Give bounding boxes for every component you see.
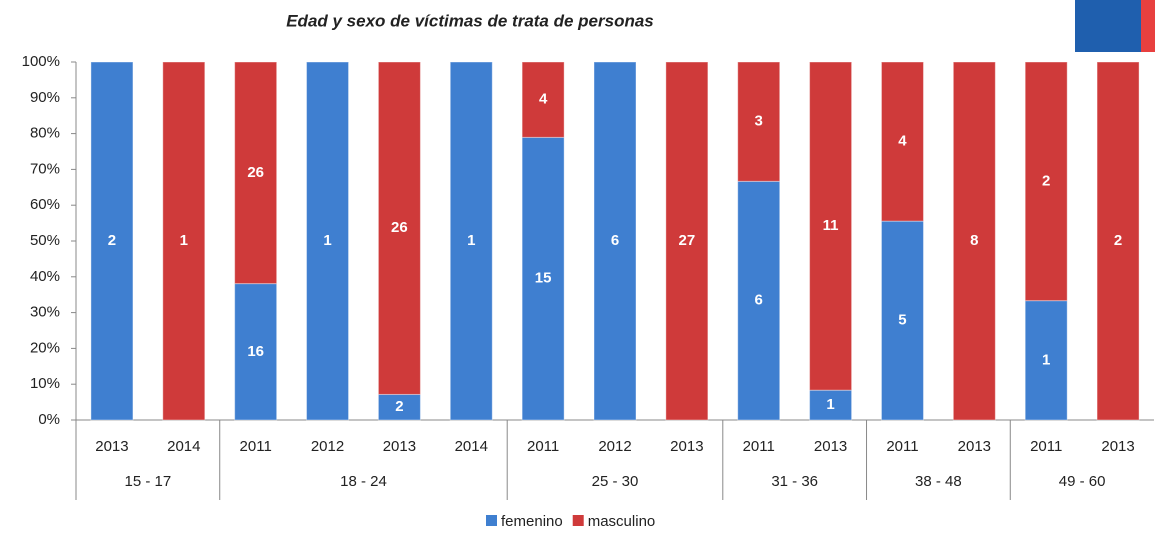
value-label: 1 [467, 232, 475, 249]
y-tick-label: 30% [30, 304, 60, 321]
bar-segment [234, 283, 278, 421]
x-tick-label: 2011 [527, 438, 559, 455]
group-label: 38 - 48 [915, 473, 962, 490]
x-tick-label: 2014 [167, 438, 200, 455]
bar-segment [593, 61, 637, 421]
value-label: 2 [395, 398, 403, 415]
bar-segment [809, 389, 853, 421]
value-label: 6 [755, 292, 763, 309]
x-tick-label: 2014 [455, 438, 488, 455]
logo-red [1141, 0, 1155, 52]
legend-label: masculino [588, 513, 656, 530]
bar-segment [1096, 61, 1140, 421]
y-tick-label: 60% [30, 196, 60, 213]
x-tick-label: 2012 [598, 438, 631, 455]
chart-title: Edad y sexo de víctimas de trata de pers… [286, 11, 654, 30]
x-tick-label: 2012 [311, 438, 344, 455]
bar-segment [880, 61, 924, 222]
bar-segment [521, 136, 565, 421]
bar-segment [737, 61, 781, 182]
x-tick-label: 2011 [743, 438, 775, 455]
logo-blue [1075, 0, 1141, 52]
bar-segment [90, 61, 134, 421]
value-label: 1 [1042, 351, 1050, 368]
bar-segment [162, 61, 206, 421]
group-label: 49 - 60 [1059, 473, 1106, 490]
bar-segment [880, 220, 924, 421]
x-tick-label: 2013 [670, 438, 703, 455]
y-tick-label: 80% [30, 125, 60, 142]
value-label: 3 [755, 113, 763, 130]
y-tick-label: 20% [30, 339, 60, 356]
value-label: 6 [611, 232, 619, 249]
value-label: 16 [247, 343, 264, 360]
bar-segment [1024, 61, 1068, 302]
value-label: 1 [180, 232, 188, 249]
bar-segment [809, 61, 853, 391]
group-label: 15 - 17 [125, 473, 172, 490]
y-tick-label: 100% [22, 53, 60, 70]
x-tick-label: 2011 [1030, 438, 1062, 455]
value-label: 4 [539, 91, 548, 108]
bar-segment [952, 61, 996, 421]
value-label: 1 [826, 396, 834, 413]
value-label: 27 [679, 232, 696, 249]
legend-swatch [572, 515, 584, 526]
group-label: 18 - 24 [340, 473, 387, 490]
x-tick-label: 2013 [95, 438, 128, 455]
y-tick-label: 0% [38, 411, 60, 428]
y-tick-label: 90% [30, 89, 60, 106]
x-tick-label: 2011 [886, 438, 918, 455]
legend-swatch [486, 515, 497, 526]
value-label: 5 [898, 312, 906, 329]
group-label: 25 - 30 [592, 473, 639, 490]
y-tick-label: 10% [30, 375, 60, 392]
value-label: 4 [898, 133, 907, 150]
x-tick-label: 2013 [814, 438, 847, 455]
bar-segment [377, 393, 421, 421]
value-label: 26 [247, 164, 264, 181]
value-label: 8 [970, 232, 978, 249]
value-label: 1 [323, 232, 331, 249]
y-tick-label: 50% [30, 232, 60, 249]
y-tick-label: 70% [30, 160, 60, 177]
bar-segment [1024, 300, 1068, 421]
value-label: 2 [1114, 232, 1122, 249]
value-label: 11 [823, 217, 839, 234]
value-label: 2 [1042, 172, 1050, 189]
bar-segment [306, 61, 350, 421]
x-tick-label: 2013 [383, 438, 416, 455]
x-tick-label: 2011 [240, 438, 272, 455]
y-tick-label: 40% [30, 268, 60, 285]
bar-segment [449, 61, 493, 421]
value-label: 2 [108, 232, 116, 249]
bar-segment [234, 61, 278, 285]
x-tick-label: 2013 [958, 438, 991, 455]
value-label: 15 [535, 270, 552, 287]
legend-label: femenino [501, 513, 563, 530]
bar-segment [377, 61, 421, 395]
group-label: 31 - 36 [771, 473, 818, 490]
bar-segment [665, 61, 709, 421]
bar-segment [521, 61, 565, 138]
value-label: 26 [391, 219, 408, 236]
bar-segment [737, 180, 781, 421]
x-tick-label: 2013 [1101, 438, 1134, 455]
